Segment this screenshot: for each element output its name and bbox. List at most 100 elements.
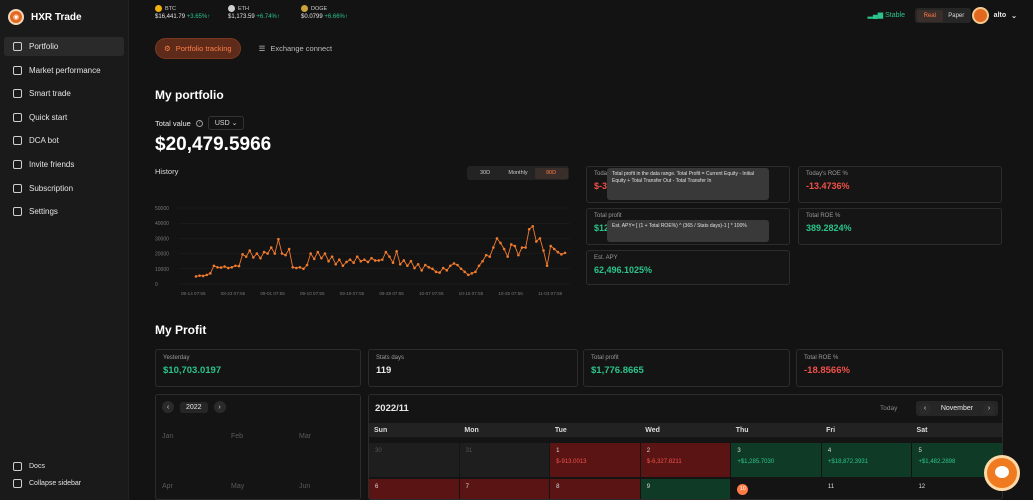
ticker-doge[interactable]: DOGE $0.0799 +6.66%↑ [301,5,348,20]
data-point[interactable] [502,247,506,251]
data-point[interactable] [456,263,459,267]
data-point[interactable] [445,269,449,272]
calendar-day[interactable]: 1 $-913.0013 [550,443,640,477]
data-point[interactable] [341,264,345,268]
calendar-day[interactable]: 6 [369,479,459,499]
mode-paper[interactable]: Paper [948,12,965,19]
data-point[interactable] [363,258,366,261]
data-point[interactable] [398,262,402,266]
data-point[interactable] [520,246,524,249]
data-point[interactable] [438,271,441,274]
data-point[interactable] [291,265,295,269]
data-point[interactable] [509,243,513,246]
month-jan[interactable]: Jan [162,433,174,440]
calendar-day[interactable]: 8 [550,479,640,499]
sidebar-item-portfolio[interactable]: Portfolio [4,37,124,56]
data-point[interactable] [320,256,323,260]
data-point[interactable] [252,256,255,259]
calendar-day[interactable]: 4 +$18,872.3931 [821,443,912,477]
data-point[interactable] [205,273,209,277]
calendar-day-today[interactable]: 10 [731,479,821,499]
data-point[interactable] [259,256,262,260]
data-point[interactable] [377,259,381,262]
data-point[interactable] [492,246,495,249]
data-point[interactable] [352,261,355,265]
data-point[interactable] [244,255,248,258]
data-point[interactable] [474,270,477,274]
data-point[interactable] [499,241,502,245]
data-point[interactable] [538,237,542,240]
data-point[interactable] [477,264,481,268]
data-point[interactable] [517,253,520,257]
data-point[interactable] [348,258,352,261]
data-point[interactable] [269,246,273,249]
data-point[interactable] [431,267,434,271]
data-point[interactable] [388,255,391,258]
month-feb[interactable]: Feb [231,433,244,440]
data-point[interactable] [395,250,398,253]
data-point[interactable] [531,224,535,228]
calendar-day[interactable]: 11 [821,479,912,499]
sidebar-item-docs[interactable]: Docs [4,458,124,475]
sidebar-item-subscription[interactable]: Subscription [4,179,124,198]
data-point[interactable] [284,253,287,257]
data-point[interactable] [535,240,538,243]
data-point[interactable] [563,251,567,255]
data-point[interactable] [248,249,252,252]
data-point[interactable] [366,260,370,264]
data-point[interactable] [309,252,312,255]
data-point[interactable] [484,253,488,257]
data-point[interactable] [359,259,363,263]
data-point[interactable] [373,259,377,262]
data-point[interactable] [384,250,388,254]
data-point[interactable] [370,256,373,260]
data-point[interactable] [198,274,201,277]
data-point[interactable] [402,259,406,262]
today-button[interactable]: Today [880,405,898,412]
data-point[interactable] [513,244,517,248]
data-point[interactable] [355,255,359,258]
sidebar-item-quick-start[interactable]: Quick start [4,108,124,127]
data-point[interactable] [391,261,395,265]
data-point[interactable] [209,272,212,275]
sidebar-item-settings[interactable]: Settings [4,202,124,221]
help-icon[interactable]: ? [195,119,203,127]
data-point[interactable] [241,253,244,256]
data-point[interactable] [230,265,234,269]
data-point[interactable] [266,252,269,255]
data-point[interactable] [194,275,198,278]
next-month-button[interactable]: › [982,402,995,415]
data-point[interactable] [380,258,384,261]
data-point[interactable] [277,237,280,241]
data-point[interactable] [527,227,531,231]
calendar-day[interactable]: 12 [912,479,1002,499]
data-point[interactable] [470,272,474,275]
data-point[interactable] [434,270,438,274]
data-point[interactable] [556,250,560,254]
user-menu[interactable]: alto ⌄ [971,7,1017,24]
month-may[interactable]: May [231,483,245,490]
calendar-day[interactable]: 2 $-6,327.8211 [640,443,731,477]
data-point[interactable] [280,252,284,255]
data-point[interactable] [262,250,266,254]
data-point[interactable] [542,249,545,252]
range-30d[interactable]: 30D [479,170,491,176]
data-point[interactable] [481,259,484,263]
data-point[interactable] [273,252,277,255]
prev-month-button[interactable]: ‹ [919,402,931,415]
data-point[interactable] [305,263,309,267]
brand[interactable]: ◉ HXR Trade [8,9,82,25]
sidebar-item-collapse[interactable]: Collapse sidebar [4,475,124,492]
tab-exchange-connect[interactable]: ☰ Exchange connect [251,38,340,59]
data-point[interactable] [413,266,416,270]
data-point[interactable] [524,246,527,249]
month-apr[interactable]: Apr [162,483,173,490]
month-mar[interactable]: Mar [299,433,312,440]
support-mascot-icon[interactable] [984,455,1020,491]
data-point[interactable] [298,265,302,269]
calendar-day[interactable]: 9 [640,479,731,499]
data-point[interactable] [334,262,338,266]
data-point[interactable] [466,273,470,277]
sidebar-item-smart-trade[interactable]: Smart trade [4,84,124,103]
data-point[interactable] [255,252,259,255]
